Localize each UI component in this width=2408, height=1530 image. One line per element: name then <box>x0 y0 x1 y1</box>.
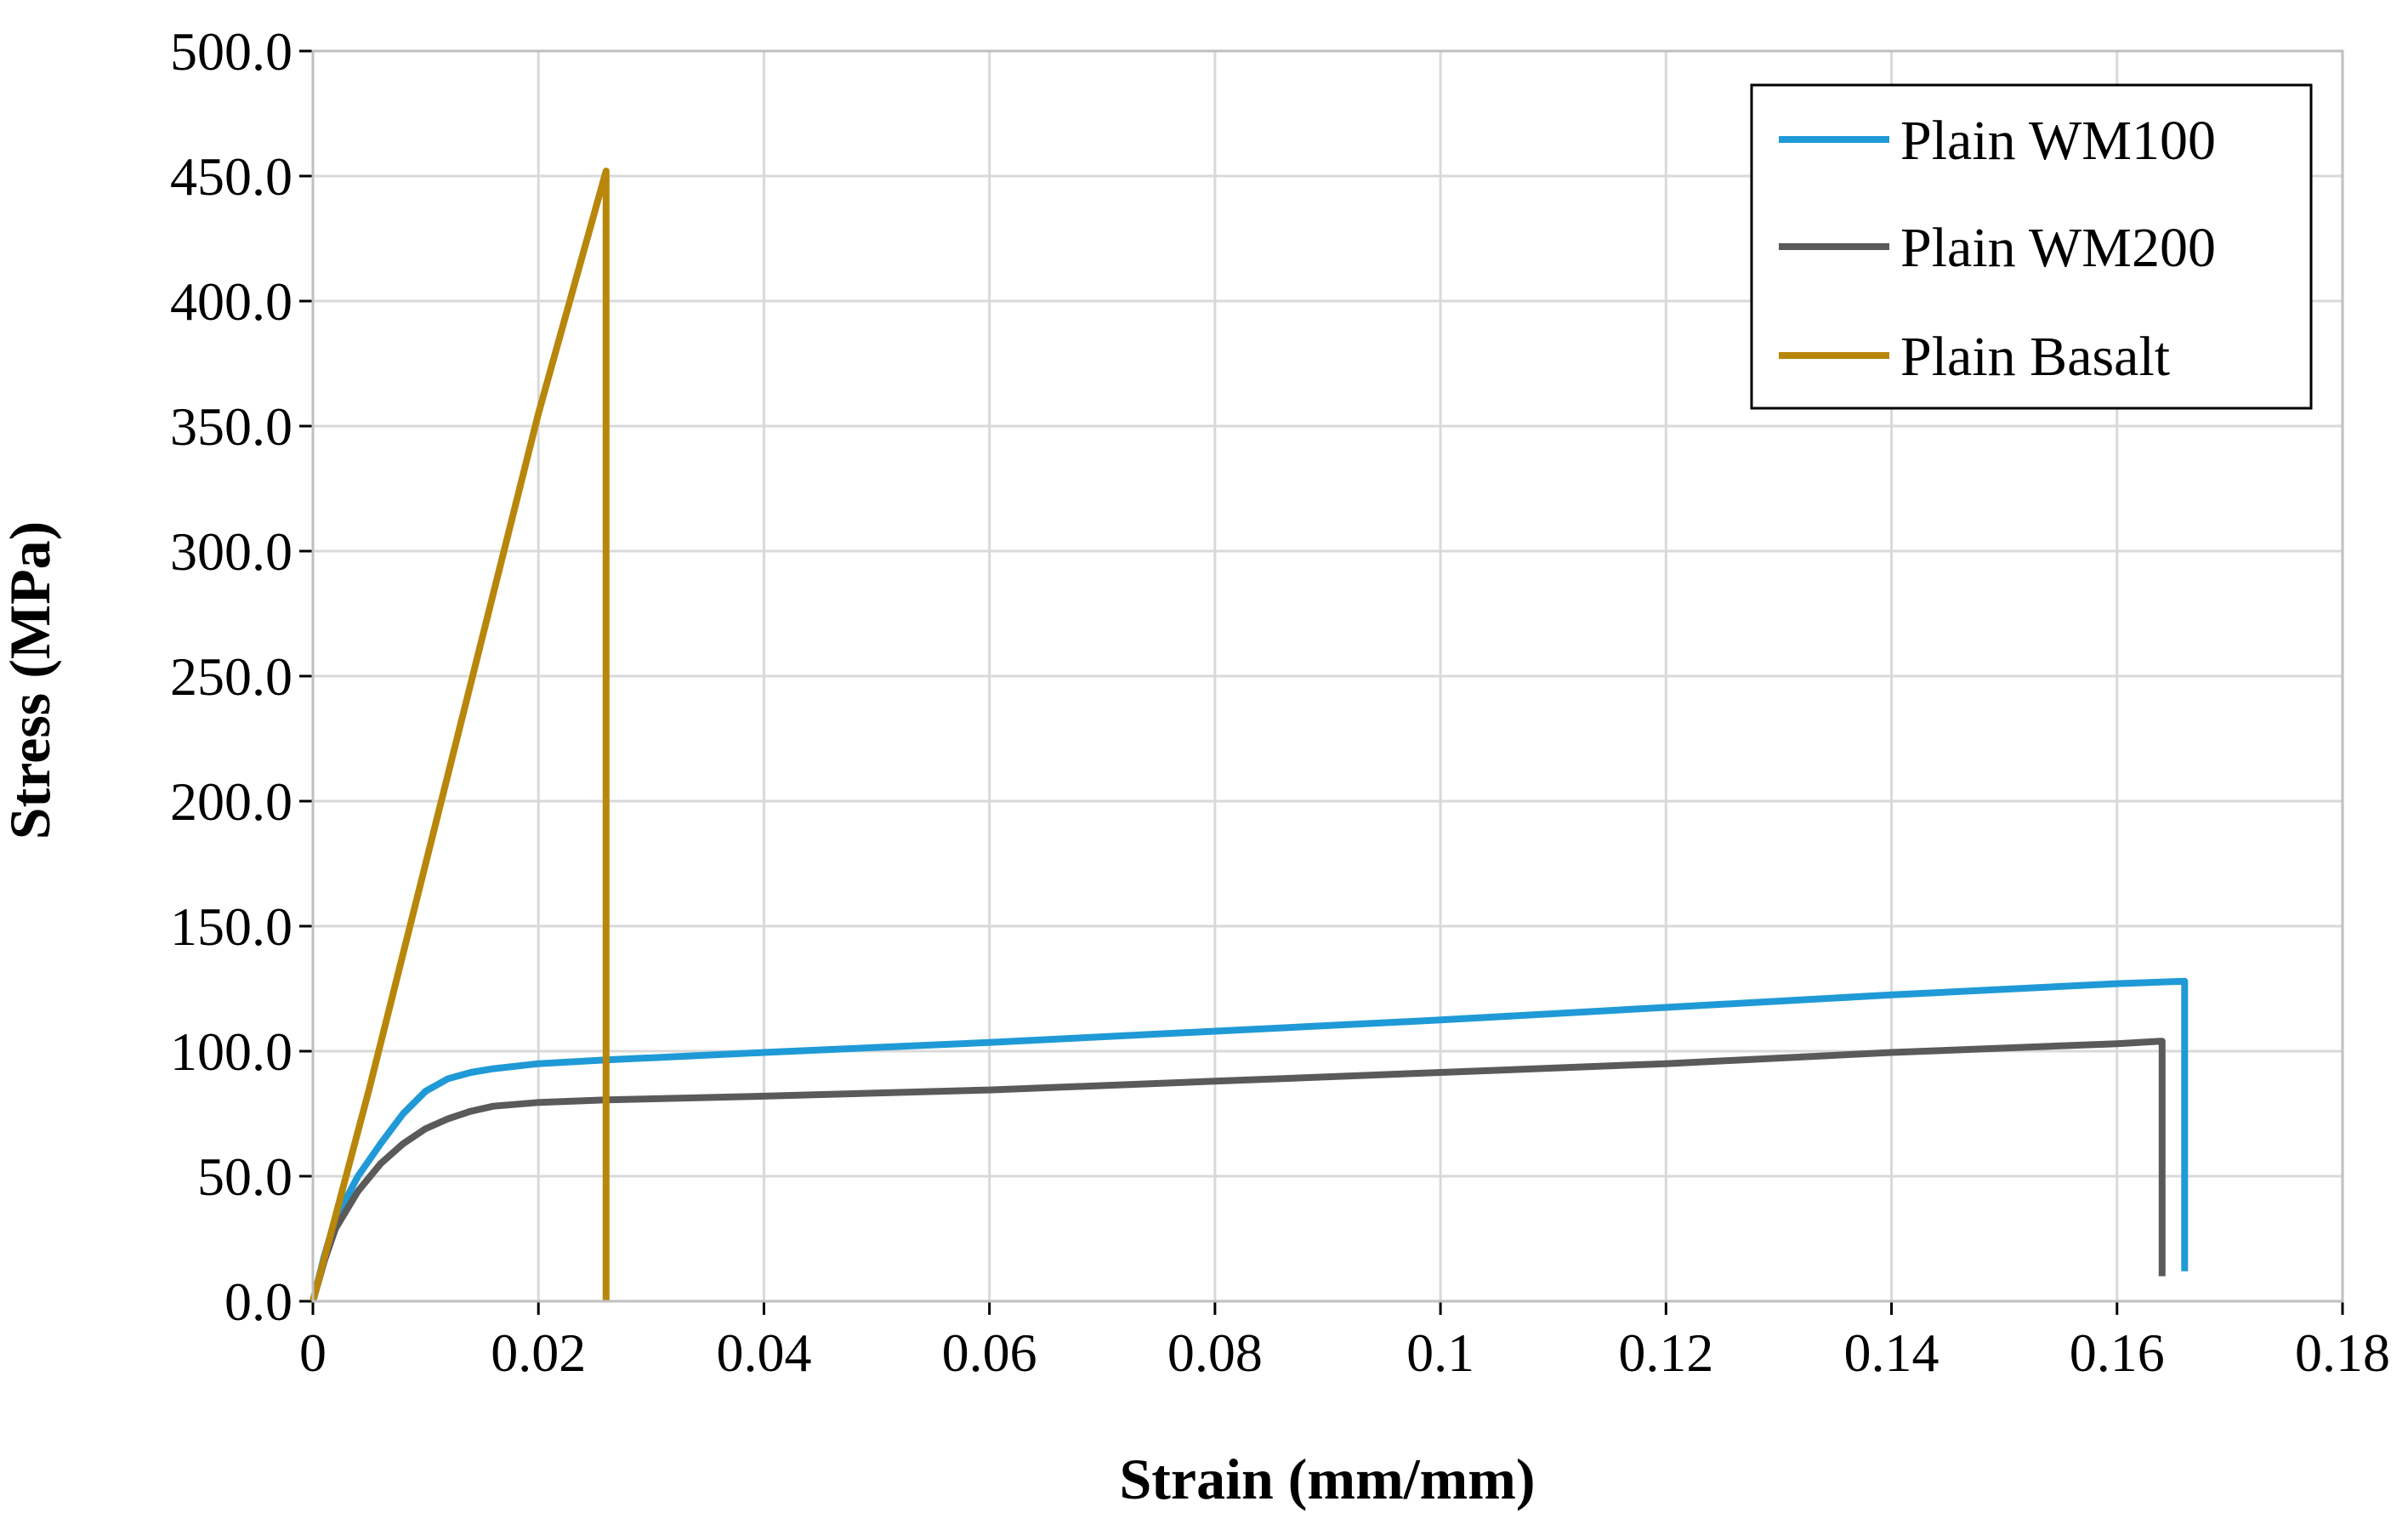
y-tick-label: 250.0 <box>170 646 292 707</box>
x-tick-label: 0 <box>299 1322 327 1383</box>
y-axis-title: Stress (MPa) <box>0 521 62 840</box>
x-tick-label: 0.08 <box>1167 1322 1263 1383</box>
y-tick-label: 200.0 <box>170 771 292 832</box>
series-lines <box>310 168 2189 1303</box>
legend: Plain WM100 Plain WM200 Plain Basalt <box>1750 83 2313 410</box>
y-axis-ticks: 0.0 50.0 100.0 150.0 200.0 250.0 300.0 350.0 400… <box>170 21 315 1332</box>
y-tick-label: 50.0 <box>197 1146 292 1207</box>
y-tick-label: 400.0 <box>170 271 292 332</box>
series-line-plain-wm200 <box>310 1038 2166 1303</box>
y-tick-label: 300.0 <box>170 521 292 582</box>
plot-frame <box>311 49 2344 1303</box>
legend-label-wm100: Plain WM100 <box>1900 110 2216 172</box>
y-tick-label: 150.0 <box>170 896 292 957</box>
x-tick-label: 0.12 <box>1618 1322 1713 1383</box>
x-axis-ticks: 0 0.02 0.04 0.06 0.08 0.1 0.12 0.14 0.16 0.18 <box>299 1300 2390 1383</box>
x-tick-label: 0.06 <box>942 1322 1037 1383</box>
x-axis-title: Strain (mm/mm) <box>1119 1447 1535 1511</box>
x-tick-label: 0.14 <box>1844 1322 1939 1383</box>
y-tick-label: 0.0 <box>224 1271 292 1332</box>
series-line-plain-basalt <box>310 168 610 1303</box>
x-tick-label: 0.02 <box>491 1322 586 1383</box>
x-tick-label: 0.1 <box>1406 1322 1474 1383</box>
y-tick-label: 100.0 <box>170 1021 292 1082</box>
x-tick-label: 0.04 <box>716 1322 811 1383</box>
x-tick-label: 0.18 <box>2295 1322 2390 1383</box>
y-tick-label: 500.0 <box>170 21 292 82</box>
y-tick-label: 350.0 <box>170 396 292 457</box>
legend-label-basalt: Plain Basalt <box>1900 326 2170 388</box>
series-line-plain-wm100 <box>310 977 2189 1302</box>
legend-label-wm200: Plain WM200 <box>1900 217 2216 279</box>
x-tick-label: 0.16 <box>2070 1322 2165 1383</box>
y-tick-label: 450.0 <box>170 146 292 207</box>
